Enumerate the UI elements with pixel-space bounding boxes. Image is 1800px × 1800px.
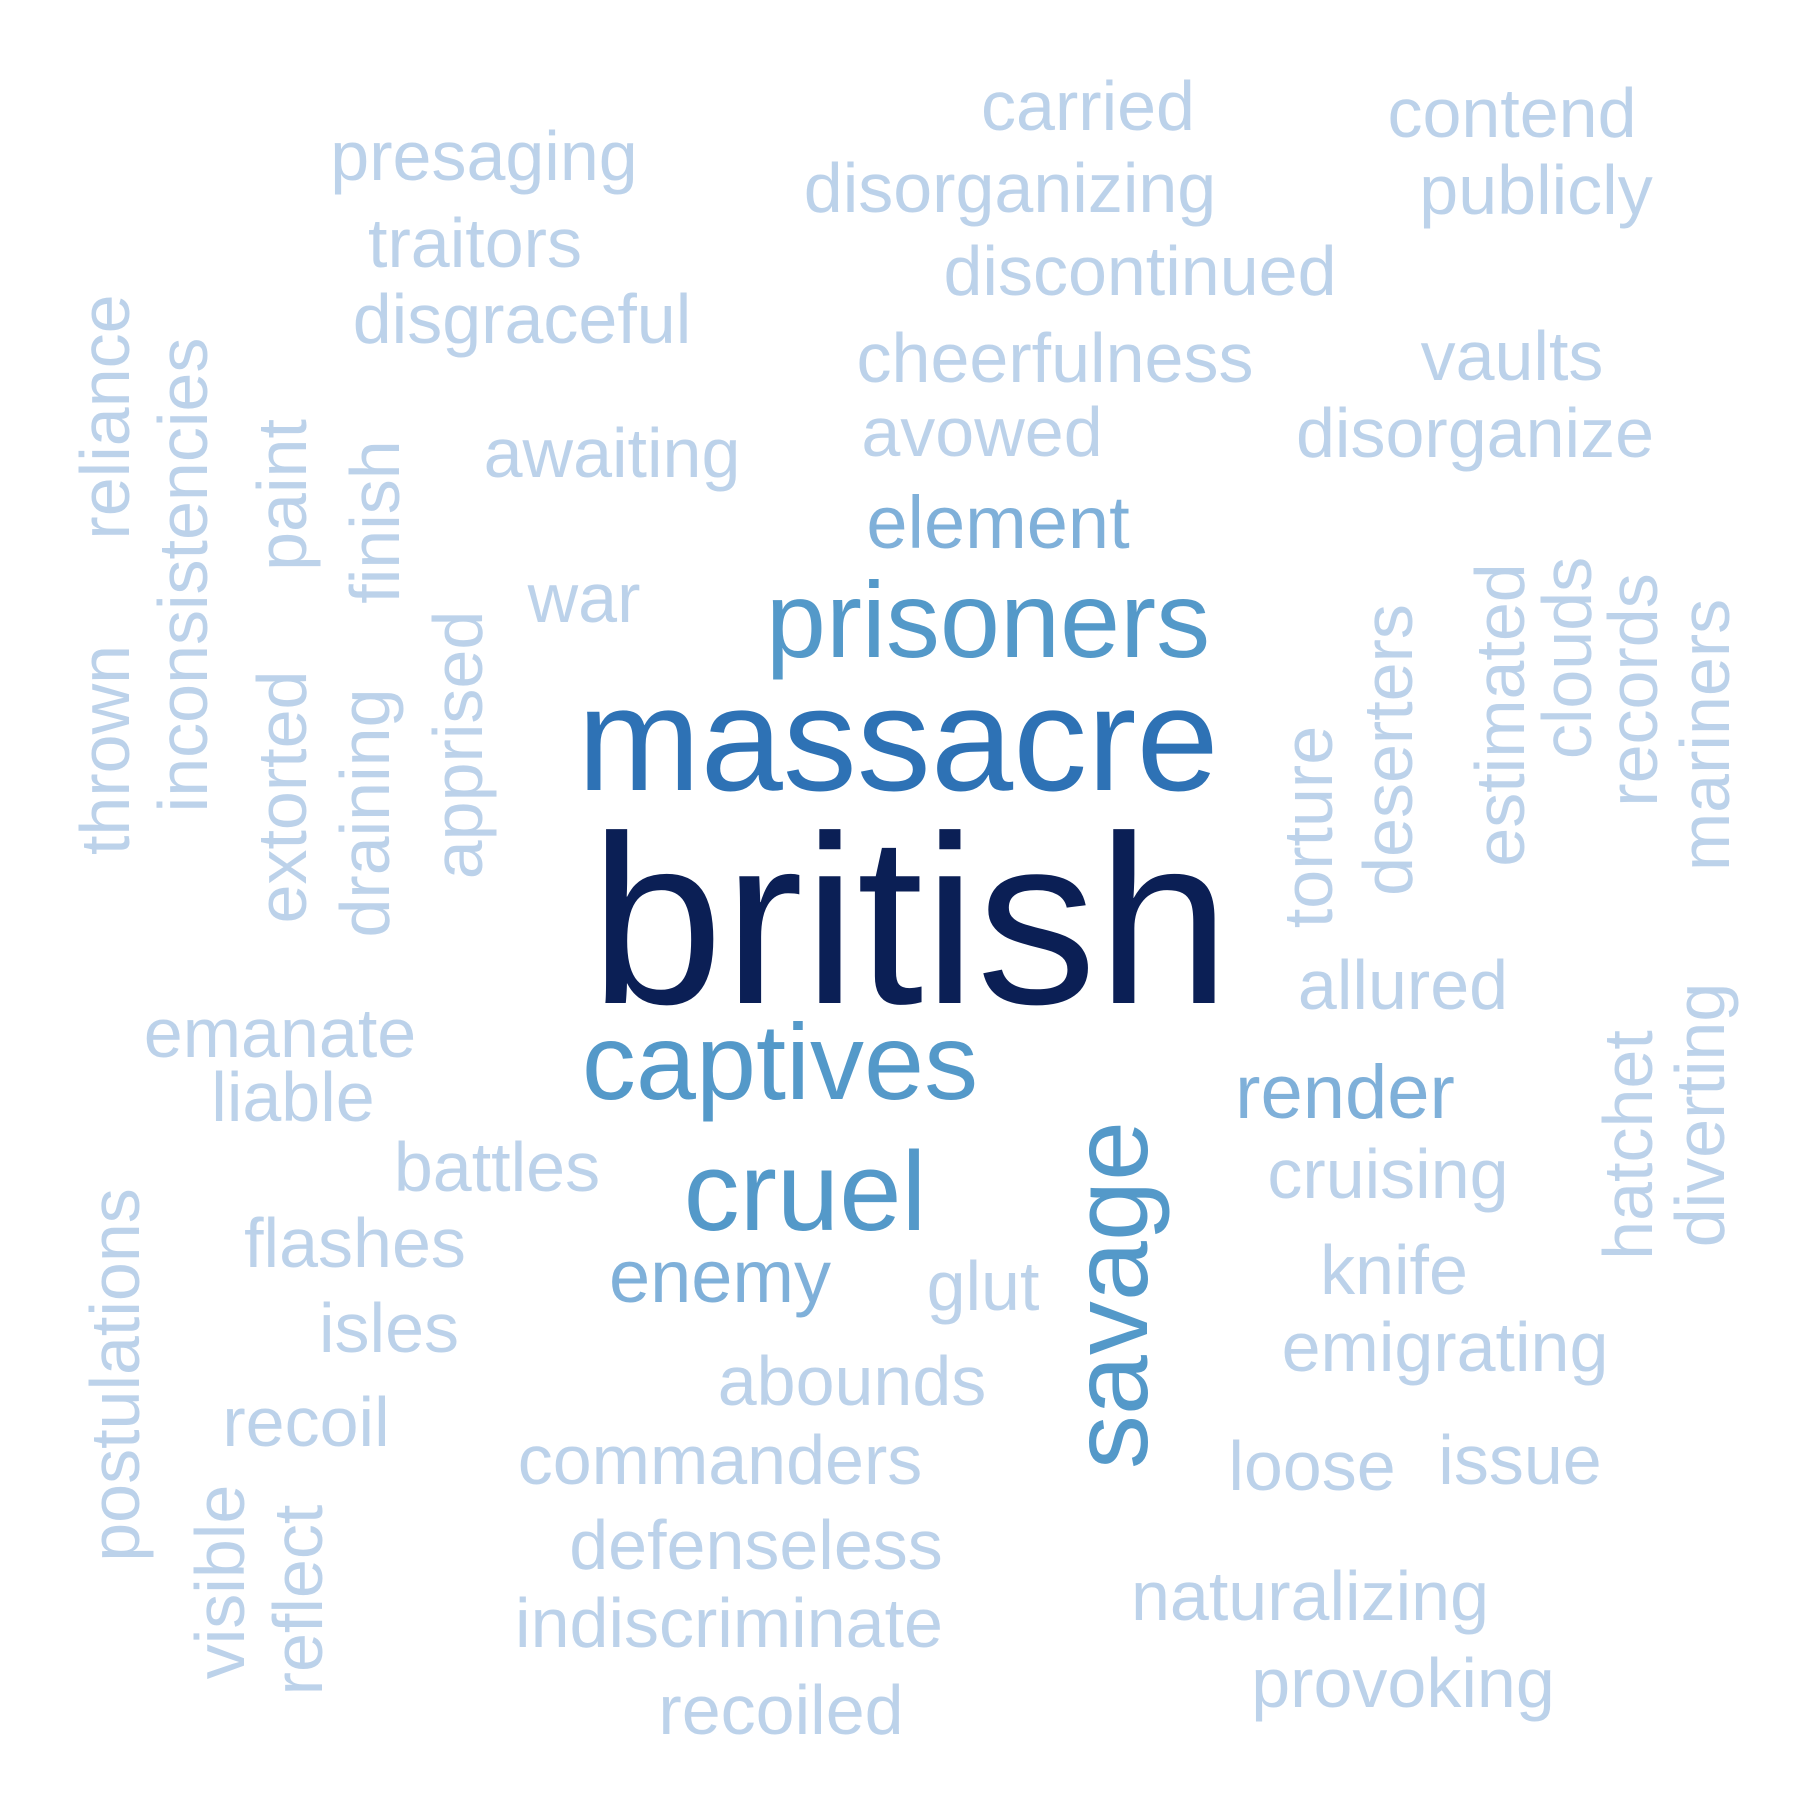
word-avowed: avowed (861, 393, 1103, 471)
word-disgraceful: disgraceful (352, 280, 692, 358)
word-battles: battles (393, 1128, 601, 1206)
word-clouds: clouds (1528, 556, 1606, 760)
word-savage: savage (1049, 1120, 1170, 1470)
word-presaging: presaging (330, 117, 638, 195)
word-estimated: estimated (1461, 563, 1539, 867)
word-loose: loose (1228, 1427, 1396, 1505)
word-hatchet: hatchet (1589, 1030, 1667, 1260)
word-deserters: deserters (1349, 604, 1427, 896)
word-allured: allured (1297, 946, 1509, 1024)
word-diverting: diverting (1661, 982, 1739, 1248)
word-visible: visible (181, 1484, 259, 1680)
word-inconsistencies: inconsistencies (144, 337, 222, 813)
word-disorganizing: disorganizing (803, 149, 1217, 227)
word-carried: carried (981, 67, 1195, 145)
word-vaults: vaults (1420, 317, 1604, 395)
word-awaiting: awaiting (483, 414, 741, 492)
word-commanders: commanders (517, 1421, 923, 1499)
word-finish: finish (336, 440, 414, 604)
word-draining: draining (326, 688, 404, 938)
word-traitors: traitors (368, 204, 582, 282)
word-prisoners: prisoners (765, 559, 1211, 680)
word-cheerfulness: cheerfulness (856, 319, 1254, 397)
word-emigrating: emigrating (1281, 1308, 1609, 1386)
word-mariners: mariners (1666, 598, 1744, 872)
word-records: records (1594, 573, 1672, 807)
word-render: render (1235, 1050, 1455, 1135)
word-recoiled: recoiled (658, 1671, 904, 1749)
word-cruising: cruising (1267, 1135, 1509, 1213)
word-glut: glut (926, 1247, 1040, 1325)
word-publicly: publicly (1419, 151, 1653, 229)
word-war: war (527, 559, 641, 637)
word-massacre: massacre (577, 657, 1219, 822)
word-apprised: apprised (419, 610, 497, 880)
word-abounds: abounds (717, 1342, 987, 1420)
word-paint: paint (243, 419, 321, 571)
word-disorganize: disorganize (1296, 394, 1654, 472)
word-defenseless: defenseless (569, 1506, 943, 1584)
word-extorted: extorted (243, 670, 321, 924)
word-british: british (589, 786, 1231, 1054)
word-enemy: enemy (608, 1235, 832, 1318)
word-discontinued: discontinued (943, 232, 1337, 310)
word-captives: captives (581, 1001, 979, 1122)
word-thrown: thrown (66, 644, 144, 856)
word-torture: torture (1269, 725, 1347, 929)
word-isles: isles (318, 1289, 460, 1367)
word-cruel: cruel (683, 1129, 927, 1254)
word-recoil: recoil (222, 1383, 390, 1461)
word-issue: issue (1438, 1421, 1602, 1499)
word-knife: knife (1320, 1231, 1468, 1309)
word-element: element (866, 481, 1130, 564)
word-contend: contend (1387, 74, 1637, 152)
word-indiscriminate: indiscriminate (515, 1584, 943, 1662)
word-emanate: emanate (143, 994, 417, 1072)
word-postulations: postulations (76, 1188, 154, 1562)
word-liable: liable (211, 1058, 375, 1136)
word-provoking: provoking (1251, 1644, 1555, 1722)
word-reflect: reflect (259, 1504, 337, 1696)
word-reliance: reliance (66, 294, 144, 540)
word-naturalizing: naturalizing (1131, 1557, 1489, 1635)
word-flashes: flashes (244, 1204, 466, 1282)
